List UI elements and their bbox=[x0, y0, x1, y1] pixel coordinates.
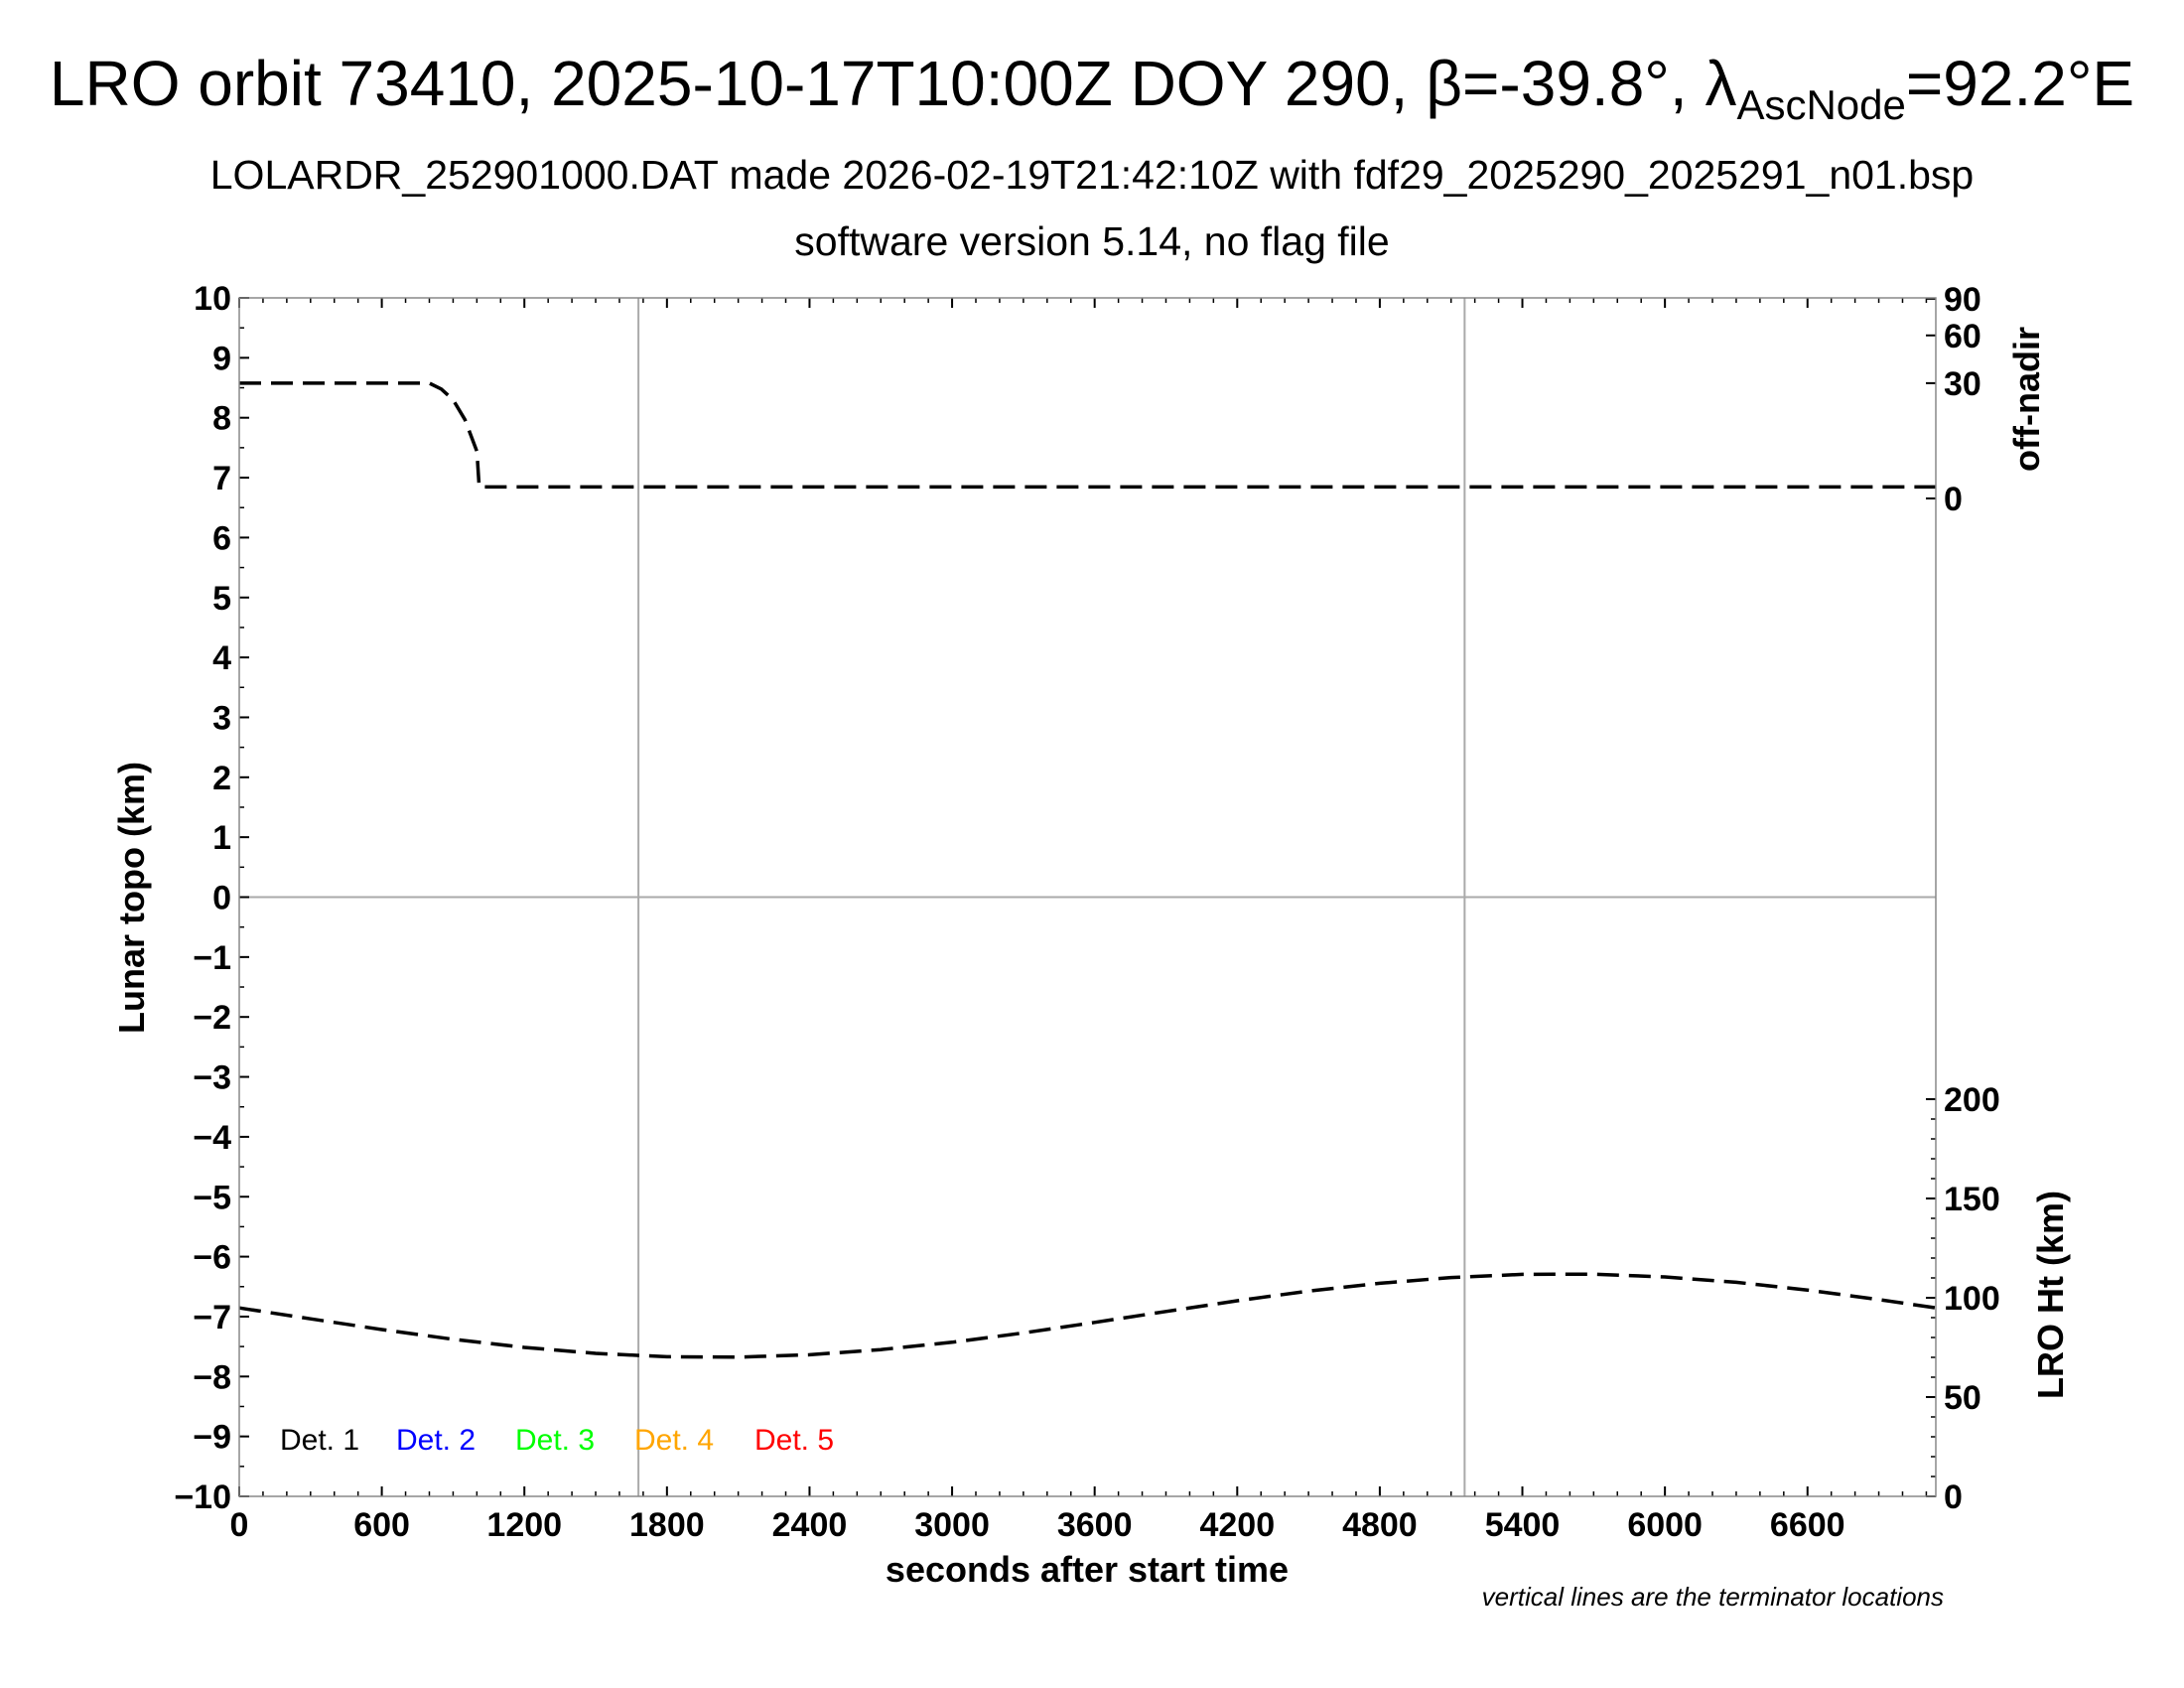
x-tick-label: 1200 bbox=[486, 1506, 562, 1544]
x-tick-label: 6000 bbox=[1627, 1506, 1703, 1544]
x-tick-label: 2400 bbox=[772, 1506, 848, 1544]
title-tail: =92.2°E bbox=[1906, 48, 2134, 119]
off-nadir-axis-label: off-nadir bbox=[2006, 327, 2047, 472]
chart-subtitle-2: software version 5.14, no flag file bbox=[794, 218, 1389, 264]
y-tick-label: −5 bbox=[193, 1179, 231, 1216]
off-nadir-tick-label: 90 bbox=[1944, 281, 1981, 319]
legend-item: Det. 1 bbox=[280, 1424, 359, 1457]
y-tick-label: 3 bbox=[212, 699, 231, 737]
off-nadir-tick-label: 60 bbox=[1944, 318, 1981, 355]
x-tick-label: 1800 bbox=[629, 1506, 705, 1544]
lro-ht-tick-label: 200 bbox=[1944, 1081, 2000, 1119]
x-tick-label: 4800 bbox=[1342, 1506, 1418, 1544]
y-tick-label: −6 bbox=[193, 1239, 231, 1277]
y-tick-label: 4 bbox=[212, 639, 231, 677]
x-tick-label: 3600 bbox=[1057, 1506, 1133, 1544]
ticks: 0 600 1200 1800 2400 3000 3600 4200 4800 5400 6000… bbox=[174, 280, 1999, 1544]
legend-item: Det. 2 bbox=[396, 1424, 476, 1457]
y-tick-label: −9 bbox=[193, 1419, 231, 1457]
y-tick-label: −8 bbox=[193, 1358, 231, 1396]
legend-item: Det. 5 bbox=[754, 1424, 834, 1457]
y-tick-label: 1 bbox=[212, 819, 231, 857]
series bbox=[238, 381, 1937, 1359]
lro-ht-tick-label: 0 bbox=[1944, 1478, 1963, 1516]
lro-ht-line bbox=[238, 1272, 1937, 1359]
lro-ht-tick-label: 100 bbox=[1944, 1280, 2000, 1318]
y-tick-label: 8 bbox=[212, 400, 231, 438]
y-tick-label: 5 bbox=[212, 580, 231, 618]
lro-ht-tick-label: 150 bbox=[1944, 1181, 2000, 1218]
lro-ht-tick-label: 50 bbox=[1944, 1379, 1981, 1417]
x-tick-label: 3000 bbox=[914, 1506, 990, 1544]
y-tick-label: 10 bbox=[194, 280, 231, 318]
y-tick-label: −4 bbox=[193, 1119, 231, 1157]
y-axis-label: Lunar topo (km) bbox=[111, 762, 152, 1034]
title-main: LRO orbit 73410, 2025-10-17T10:00Z DOY 2… bbox=[50, 48, 1737, 119]
y-tick-label: 6 bbox=[212, 519, 231, 557]
legend-item: Det. 4 bbox=[634, 1424, 714, 1457]
legend-item: Det. 3 bbox=[515, 1424, 595, 1457]
title-sub: AscNode bbox=[1736, 81, 1905, 128]
y-tick-label: −2 bbox=[193, 999, 231, 1037]
y-tick-label: 0 bbox=[212, 880, 231, 917]
chart-title: LRO orbit 73410, 2025-10-17T10:00Z DOY 2… bbox=[50, 48, 2134, 128]
plot-frame bbox=[238, 297, 1937, 1497]
x-tick-label: 0 bbox=[230, 1506, 249, 1544]
lro-ht-axis-label: LRO Ht (km) bbox=[2030, 1191, 2071, 1399]
footnote: vertical lines are the terminator locati… bbox=[1482, 1582, 1944, 1612]
y-tick-label: 2 bbox=[212, 760, 231, 797]
y-tick-label: 9 bbox=[212, 340, 231, 377]
x-tick-label: 600 bbox=[353, 1506, 410, 1544]
y-tick-label: −1 bbox=[193, 939, 231, 977]
off-nadir-tick-label: 0 bbox=[1944, 481, 1963, 518]
chart-subtitle: LOLARDR_252901000.DAT made 2026-02-19T21… bbox=[210, 152, 1974, 198]
x-tick-label: 4200 bbox=[1199, 1506, 1275, 1544]
grid bbox=[239, 298, 1936, 1496]
x-tick-label: 6600 bbox=[1770, 1506, 1845, 1544]
y-tick-label: 7 bbox=[212, 460, 231, 497]
y-tick-label: −10 bbox=[174, 1478, 231, 1516]
x-tick-label: 5400 bbox=[1485, 1506, 1561, 1544]
x-axis-label: seconds after start time bbox=[886, 1549, 1289, 1590]
off-nadir-line bbox=[239, 381, 1936, 490]
off-nadir-tick-label: 30 bbox=[1944, 365, 1981, 403]
y-tick-label: −3 bbox=[193, 1059, 231, 1097]
legend: Det. 1 Det. 2 Det. 3 Det. 4 Det. 5 bbox=[280, 1424, 834, 1457]
y-tick-label: −7 bbox=[193, 1299, 231, 1336]
